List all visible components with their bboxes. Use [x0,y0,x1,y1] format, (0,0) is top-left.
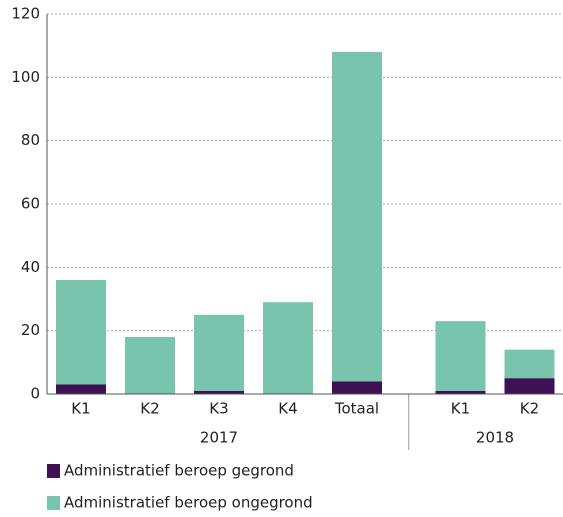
x-tick-label: K2 [140,400,159,418]
legend-swatch [47,496,60,510]
x-tick-label: K3 [209,400,228,418]
bar-segment [332,52,382,382]
x-tick-label: K1 [451,400,470,418]
x-tick-label: K1 [71,400,90,418]
y-tick-label: 120 [11,5,40,23]
bar-segment [125,337,175,394]
bar-segment [435,321,486,391]
bar-segment [194,314,244,391]
y-tick-label: 0 [30,385,40,403]
y-tick-label: 20 [21,321,40,339]
x-tick-label: K2 [520,400,539,418]
group-label: 2018 [476,429,514,447]
legend-label: Administratief beroep gegrond [64,462,294,480]
group-label: 2017 [200,429,238,447]
bar-segment [56,384,106,394]
y-tick-label: 80 [21,131,40,149]
bar-segment [194,390,244,394]
bar-segment [504,349,555,379]
legend-swatch [47,464,60,478]
legend-label: Administratief beroep ongegrond [64,494,313,512]
bar-segment [332,381,382,394]
y-tick-label: 100 [11,68,40,86]
x-tick-label: K4 [278,400,297,418]
bar-segment [435,390,486,394]
y-tick-label: 40 [21,258,40,276]
x-tick-label: Totaal [334,400,379,418]
y-tick-label: 60 [21,195,40,213]
bar-segment [56,280,106,385]
bar-segment [263,302,313,394]
bar-segment [504,378,555,394]
